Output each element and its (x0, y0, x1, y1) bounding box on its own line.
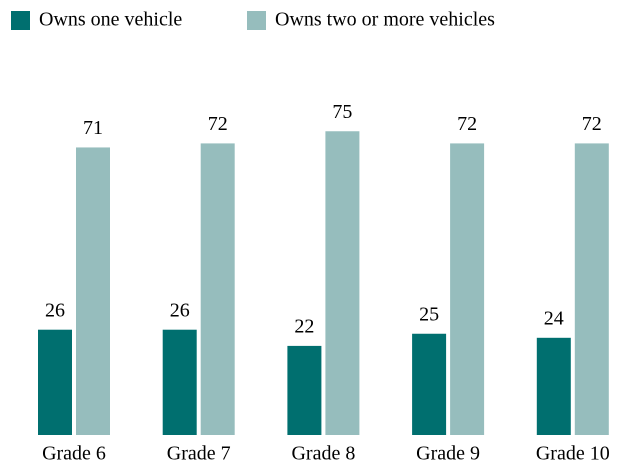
x-tick-label: Grade 8 (291, 443, 355, 465)
legend-label: Owns two or more vehicles (275, 9, 495, 31)
bar (574, 143, 609, 435)
legend-swatch (247, 11, 266, 30)
x-tick-label: Grade 7 (167, 443, 231, 465)
value-label: 72 (582, 113, 602, 135)
value-label: 26 (170, 299, 190, 321)
value-label: 72 (208, 113, 228, 135)
value-label: 72 (457, 113, 477, 135)
bar (76, 147, 110, 435)
bar (412, 333, 447, 435)
bar (536, 337, 571, 435)
value-label: 25 (419, 303, 439, 325)
x-tick-label: Grade 9 (416, 443, 480, 465)
bar (38, 329, 72, 435)
value-label: 24 (544, 307, 564, 329)
bar (200, 143, 235, 435)
bar (287, 345, 322, 435)
bar (450, 143, 485, 435)
bar (325, 131, 360, 435)
value-label: 71 (83, 117, 103, 139)
legend-swatch (11, 11, 30, 30)
legend-label: Owns one vehicle (39, 9, 182, 31)
x-tick-label: Grade 10 (536, 443, 610, 465)
bar (162, 329, 197, 435)
value-label: 75 (332, 101, 352, 123)
value-label: 22 (294, 315, 314, 337)
x-tick-label: Grade 6 (42, 443, 106, 465)
value-label: 26 (45, 299, 65, 321)
